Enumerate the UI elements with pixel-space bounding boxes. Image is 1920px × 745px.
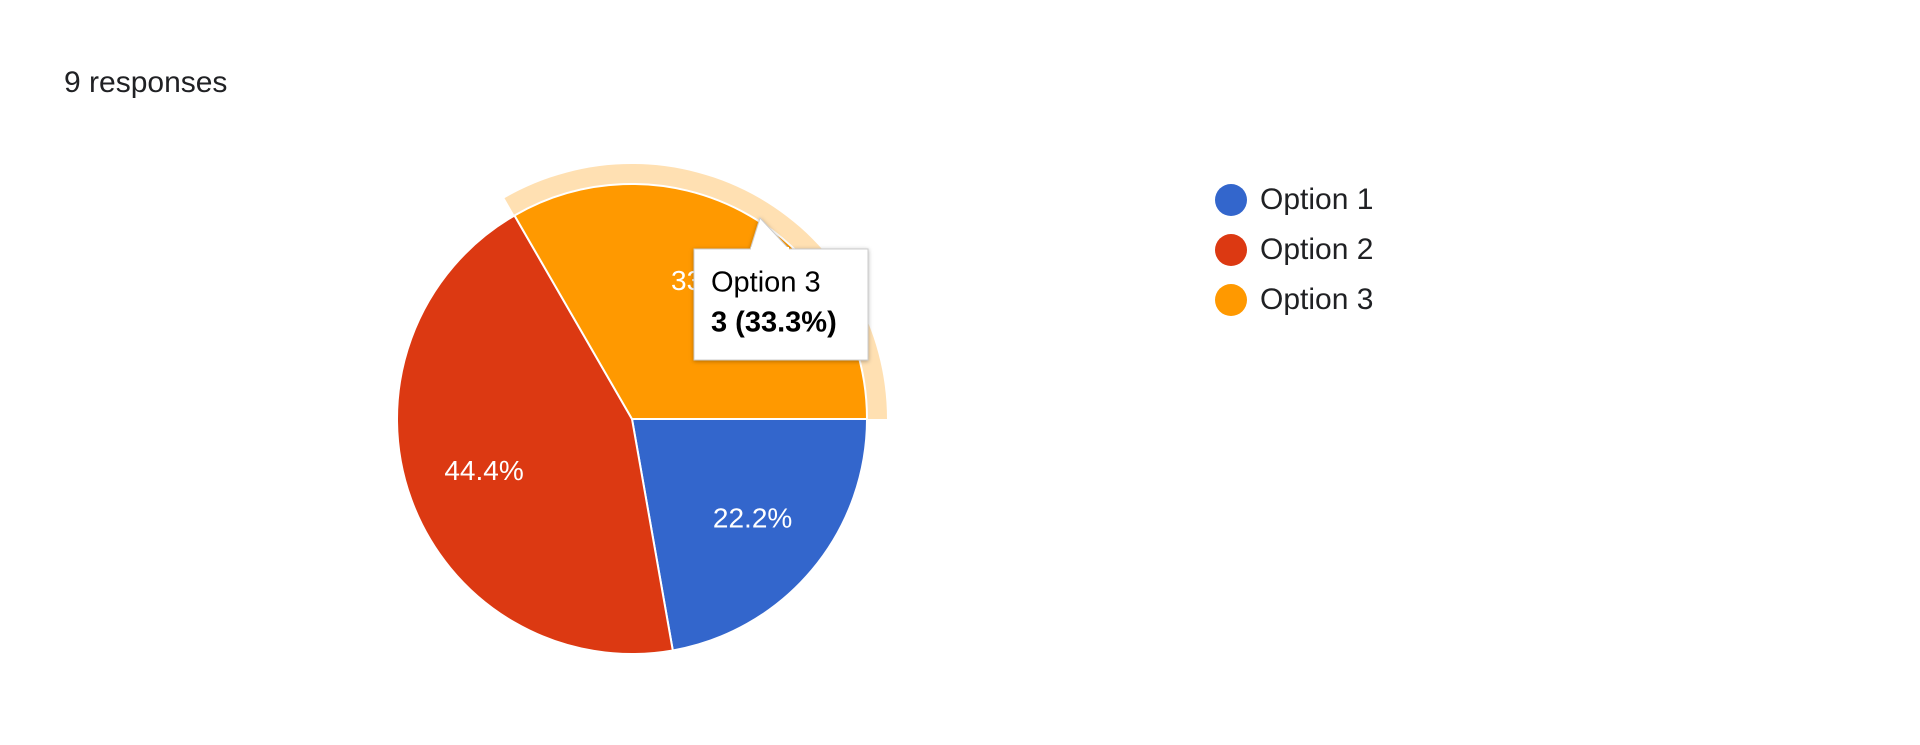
legend-swatch [1215, 234, 1247, 266]
tooltip-label: Option 3 [711, 267, 821, 299]
legend-label: Option 1 [1260, 183, 1373, 216]
legend-swatch [1215, 184, 1247, 216]
legend-label: Option 3 [1260, 283, 1373, 316]
slice-label: 22.2% [713, 503, 792, 534]
slice-highlight [504, 164, 887, 419]
chart-title: 9 responses [64, 66, 227, 99]
tooltip-join [751, 247, 789, 251]
slice-label: 44.4% [444, 455, 523, 486]
legend: Option 1 Option 2 Option 3 [1215, 183, 1373, 316]
tooltip-box [693, 248, 869, 361]
pie: 22.2%44.4%33.3% [396, 164, 887, 655]
tooltip-text: 3 (33.3%) [711, 307, 837, 339]
slice [630, 418, 869, 652]
legend-label: Option 2 [1260, 233, 1373, 266]
slice [396, 214, 674, 655]
tooltip [693, 217, 869, 361]
legend-swatch [1215, 284, 1247, 316]
